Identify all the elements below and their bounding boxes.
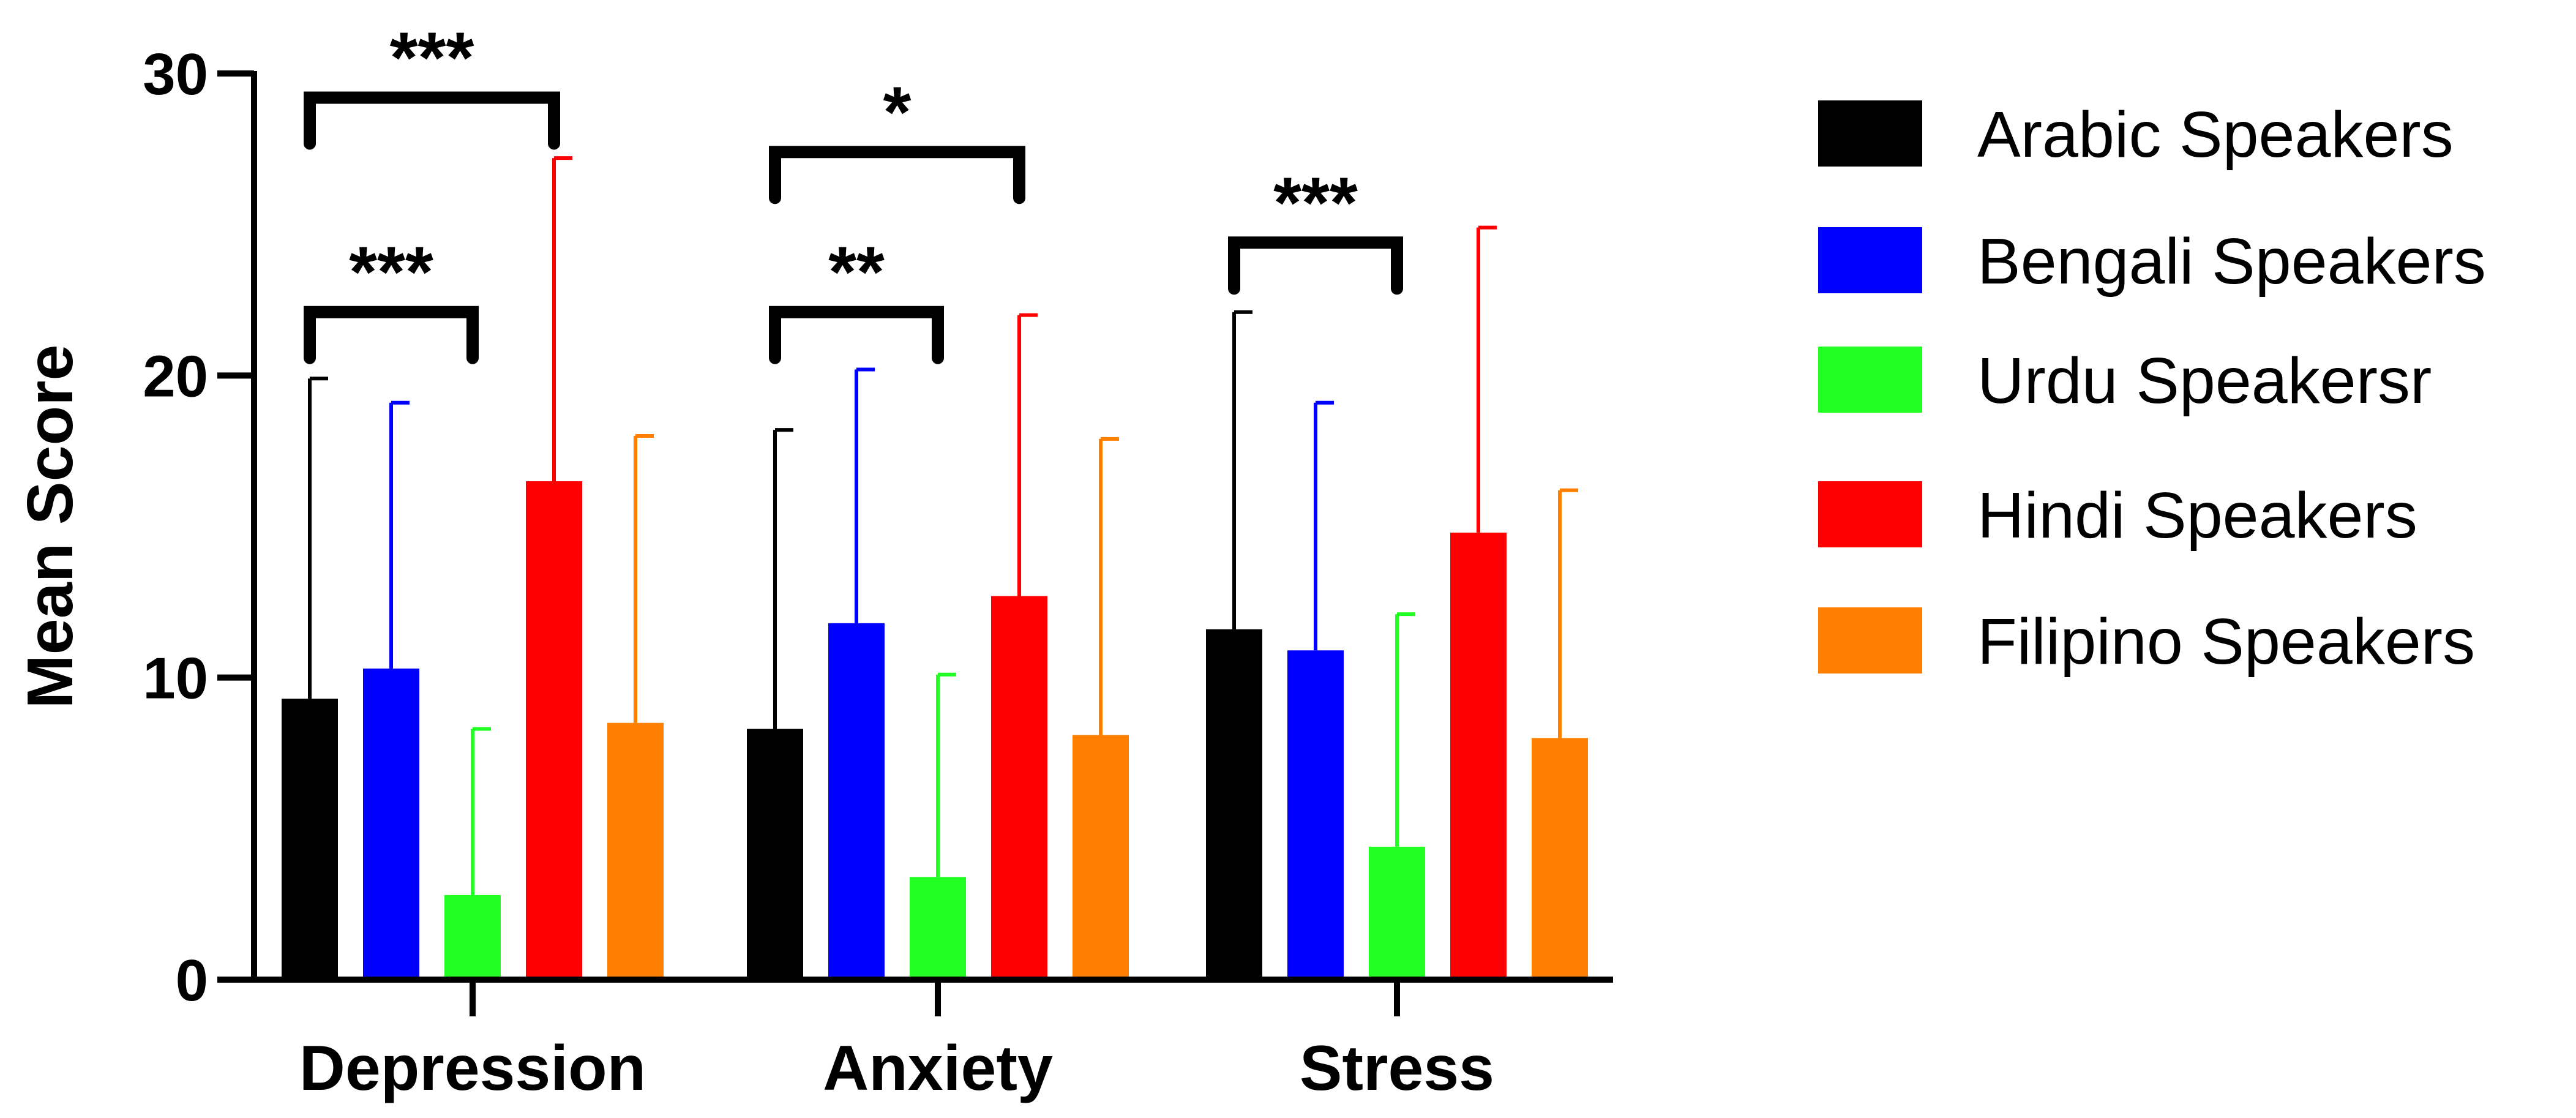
legend-label-4: Filipino Speakers (1977, 606, 2475, 678)
legend-swatch-1 (1818, 227, 1922, 293)
bar-1-1 (828, 623, 885, 980)
plot-area: 0 10 20 30 Depression Anxiety Stress Mean Score… (14, 17, 1613, 1104)
bar-3-0 (526, 481, 582, 980)
y-tick-label-3: 30 (143, 42, 208, 107)
y-tick-label-1: 10 (143, 646, 208, 711)
legend-label-1: Bengali Speakers (1977, 225, 2486, 298)
y-tick-label-0: 0 (176, 948, 208, 1013)
bar-2-0 (444, 895, 501, 980)
bar-1-0 (363, 668, 419, 980)
bar-3-1 (991, 596, 1047, 980)
significance-label-2: * (883, 72, 912, 152)
x-category-label-0: Depression (299, 1033, 646, 1104)
significance-label-3: ** (828, 232, 885, 313)
y-tick-label-2: 20 (143, 343, 208, 409)
significance-bracket-4 (1228, 236, 1403, 295)
bar-4-2 (1532, 738, 1588, 980)
significance-label-1: *** (349, 232, 433, 313)
significance-bracket-3 (769, 306, 944, 364)
significance-bracket-0 (304, 91, 560, 150)
legend-label-3: Hindi Speakers (1977, 479, 2417, 552)
bar-0-1 (747, 729, 803, 980)
bar-2-1 (910, 877, 966, 980)
significance-label-0: *** (390, 17, 474, 98)
bar-1-2 (1287, 650, 1344, 980)
legend-label-0: Arabic Speakers (1977, 99, 2454, 171)
y-axis-title: Mean Score (14, 344, 86, 708)
significance-bracket-2 (769, 146, 1025, 204)
legend: Arabic Speakers Bengali Speakers Urdu Spea… (1818, 99, 2486, 678)
x-category-label-1: Anxiety (823, 1033, 1053, 1104)
significance-label-4: *** (1273, 162, 1358, 243)
bar-0-2 (1206, 629, 1262, 980)
legend-swatch-2 (1818, 347, 1922, 413)
bar-4-0 (607, 722, 664, 980)
bar-0-0 (282, 699, 338, 980)
legend-swatch-0 (1818, 100, 1922, 167)
significance-bracket-1 (304, 306, 479, 364)
x-category-label-2: Stress (1300, 1033, 1494, 1104)
bar-3-2 (1450, 532, 1507, 980)
legend-swatch-4 (1818, 607, 1922, 673)
bar-4-1 (1073, 735, 1129, 980)
legend-label-2: Urdu Speakersr (1977, 345, 2432, 417)
bar-2-2 (1369, 846, 1425, 980)
legend-swatch-3 (1818, 481, 1922, 547)
